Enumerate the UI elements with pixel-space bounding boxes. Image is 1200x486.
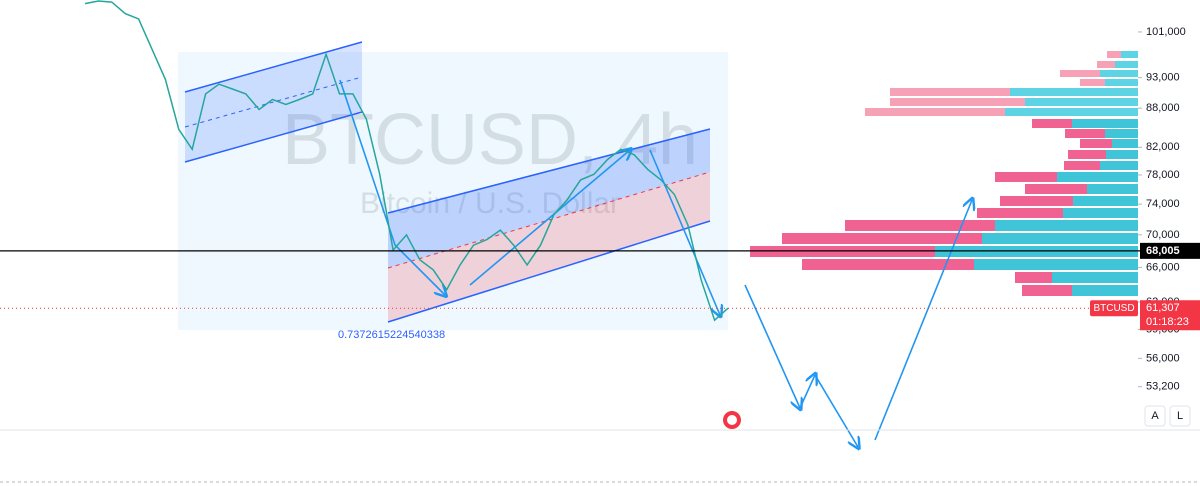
channel-fill: [388, 172, 710, 322]
arrow: [799, 375, 815, 409]
event-icon: [727, 415, 737, 425]
y-tick-label: 101,000: [1146, 26, 1186, 38]
channel-mid: [184, 76, 363, 128]
channel-line: [184, 111, 363, 163]
y-tick-label: 53,200: [1146, 381, 1180, 393]
last-price-label: 61,307: [1146, 302, 1180, 314]
symbol-label: BTCUSD: [1093, 303, 1134, 314]
arrow: [339, 79, 445, 295]
y-tick-label: 78,000: [1146, 169, 1180, 181]
volume-profile: [750, 51, 1138, 296]
y-tick-label: 74,000: [1146, 198, 1180, 210]
annotation: 0.7372615224540338: [338, 329, 445, 341]
channel-line: [387, 128, 711, 214]
channel-line: [387, 220, 711, 323]
price-line-label: 68,005: [1146, 245, 1180, 257]
button-label[interactable]: A: [1151, 410, 1159, 422]
y-tick-label: 88,000: [1146, 102, 1180, 114]
watermark-subtitle: Bitcoin / U.S. Dollar: [360, 187, 620, 220]
range-box: [178, 52, 728, 330]
arrow: [874, 200, 972, 441]
arrow: [649, 149, 720, 315]
price-line-box: [1140, 242, 1200, 259]
button-label[interactable]: L: [1177, 410, 1183, 422]
y-tick-label: 66,000: [1146, 261, 1180, 273]
arrow: [744, 284, 800, 408]
y-tick-label: 93,000: [1146, 72, 1180, 84]
channel-mid: [387, 171, 711, 269]
channel-line: [184, 41, 363, 93]
y-tick-label: 56,000: [1146, 352, 1180, 364]
y-tick-label: 70,000: [1146, 229, 1180, 241]
channel-fill: [388, 129, 710, 268]
y-tick-label: 82,000: [1146, 141, 1180, 153]
price-line: [84, 0, 729, 322]
button[interactable]: [1144, 405, 1166, 427]
symbol-box: [1090, 300, 1138, 317]
button[interactable]: [1169, 405, 1191, 427]
last-price-box: [1140, 300, 1200, 331]
arrow: [469, 150, 630, 286]
countdown-label: 01:18:23: [1146, 316, 1189, 328]
arrow: [814, 374, 858, 447]
